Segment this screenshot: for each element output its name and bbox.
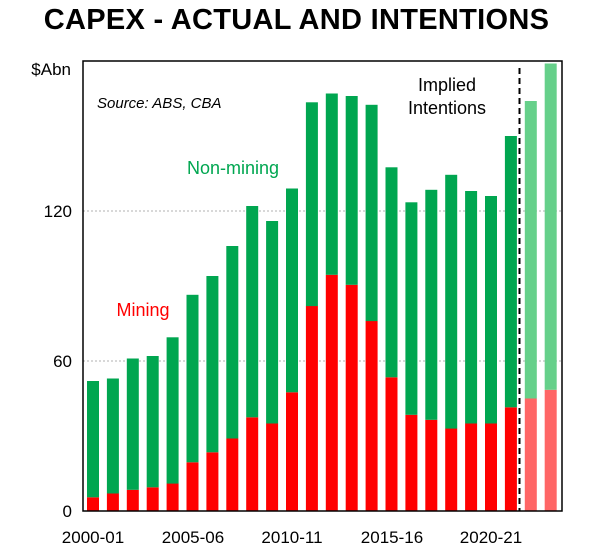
bar-mining-2004-05: [166, 483, 179, 511]
x-tick-label-2005-06: 2005-06: [162, 528, 224, 547]
bar-non-mining-2007-08: [226, 246, 239, 439]
bar-non-mining-2022-23: [524, 101, 537, 399]
implied-label-line2: Intentions: [408, 98, 486, 118]
source-note: Source: ABS, CBA: [97, 95, 222, 112]
bar-non-mining-2016-17: [405, 202, 418, 415]
bar-mining-2011-12: [305, 306, 318, 511]
bar-non-mining-2009-10: [266, 221, 279, 424]
bar-non-mining-2008-09: [246, 206, 259, 418]
bar-non-mining-2017-18: [425, 189, 438, 420]
bar-non-mining-2002-03: [126, 358, 139, 490]
bar-mining-2003-04: [146, 487, 159, 512]
y-tick-label-0: 0: [63, 502, 72, 521]
y-tick-label-120: 120: [44, 202, 72, 221]
bar-non-mining-2021-22: [504, 136, 517, 408]
bar-mining-2013-14: [345, 284, 358, 512]
bar-non-mining-2011-12: [305, 102, 318, 307]
bar-mining-2010-11: [286, 392, 298, 512]
bar-non-mining-2012-13: [325, 93, 338, 275]
bar-non-mining-2006-07: [206, 276, 219, 453]
bar-mining-2021-22: [504, 407, 517, 512]
bar-non-mining-2004-05: [166, 337, 179, 484]
bar-mining-2016-17: [405, 414, 418, 512]
bar-non-mining-2003-04: [146, 356, 159, 488]
bar-non-mining-2013-14: [345, 96, 358, 285]
bar-mining-2012-13: [325, 274, 338, 512]
bar-mining-2006-07: [206, 452, 219, 512]
chart-title: CAPEX - ACTUAL AND INTENTIONS: [43, 4, 550, 36]
x-tick-label-2000-01: 2000-01: [62, 528, 124, 547]
bar-mining-2019-20: [465, 423, 478, 511]
bar-mining-2020-21: [485, 423, 497, 511]
bar-non-mining-2019-20: [465, 191, 478, 424]
bar-mining-2002-03: [126, 489, 139, 512]
bar-mining-2015-16: [385, 377, 398, 512]
x-tick-label-2010-11: 2010-11: [261, 528, 322, 547]
bar-non-mining-2018-19: [445, 174, 458, 429]
bar-non-mining-2014-15: [365, 104, 378, 322]
bar-non-mining-2020-21: [485, 196, 497, 424]
bar-mining-2014-15: [365, 321, 378, 511]
bar-mining-2001-02: [106, 493, 119, 511]
bar-mining-2008-09: [246, 417, 259, 512]
bars-group: [87, 63, 557, 512]
bar-mining-2018-19: [445, 428, 458, 511]
bar-mining-2007-08: [226, 438, 239, 511]
bar-mining-2005-06: [186, 462, 199, 512]
mining-label: Mining: [116, 300, 169, 320]
bar-mining-2000-01: [87, 497, 99, 512]
x-tick-label-2020-21: 2020-21: [460, 528, 522, 547]
bar-mining-2009-10: [266, 423, 279, 511]
non-mining-label: Non-mining: [187, 158, 279, 178]
bar-non-mining-2005-06: [186, 294, 199, 463]
bar-non-mining-2015-16: [385, 167, 398, 378]
implied-label-line1: Implied: [418, 75, 476, 95]
bar-mining-2017-18: [425, 419, 438, 512]
bar-non-mining-2000-01: [87, 381, 99, 498]
bar-mining-2022-23: [524, 398, 537, 511]
x-tick-label-2015-16: 2015-16: [361, 528, 423, 547]
y-tick-label-60: 60: [53, 352, 72, 371]
bar-non-mining-2001-02: [106, 378, 119, 494]
plot-area-border: [82, 60, 563, 512]
bar-non-mining-2023-24: [544, 63, 557, 390]
bar-mining-2023-24: [544, 389, 557, 512]
y-axis-unit-label: $Abn: [31, 60, 71, 79]
bar-non-mining-2010-11: [286, 188, 298, 393]
